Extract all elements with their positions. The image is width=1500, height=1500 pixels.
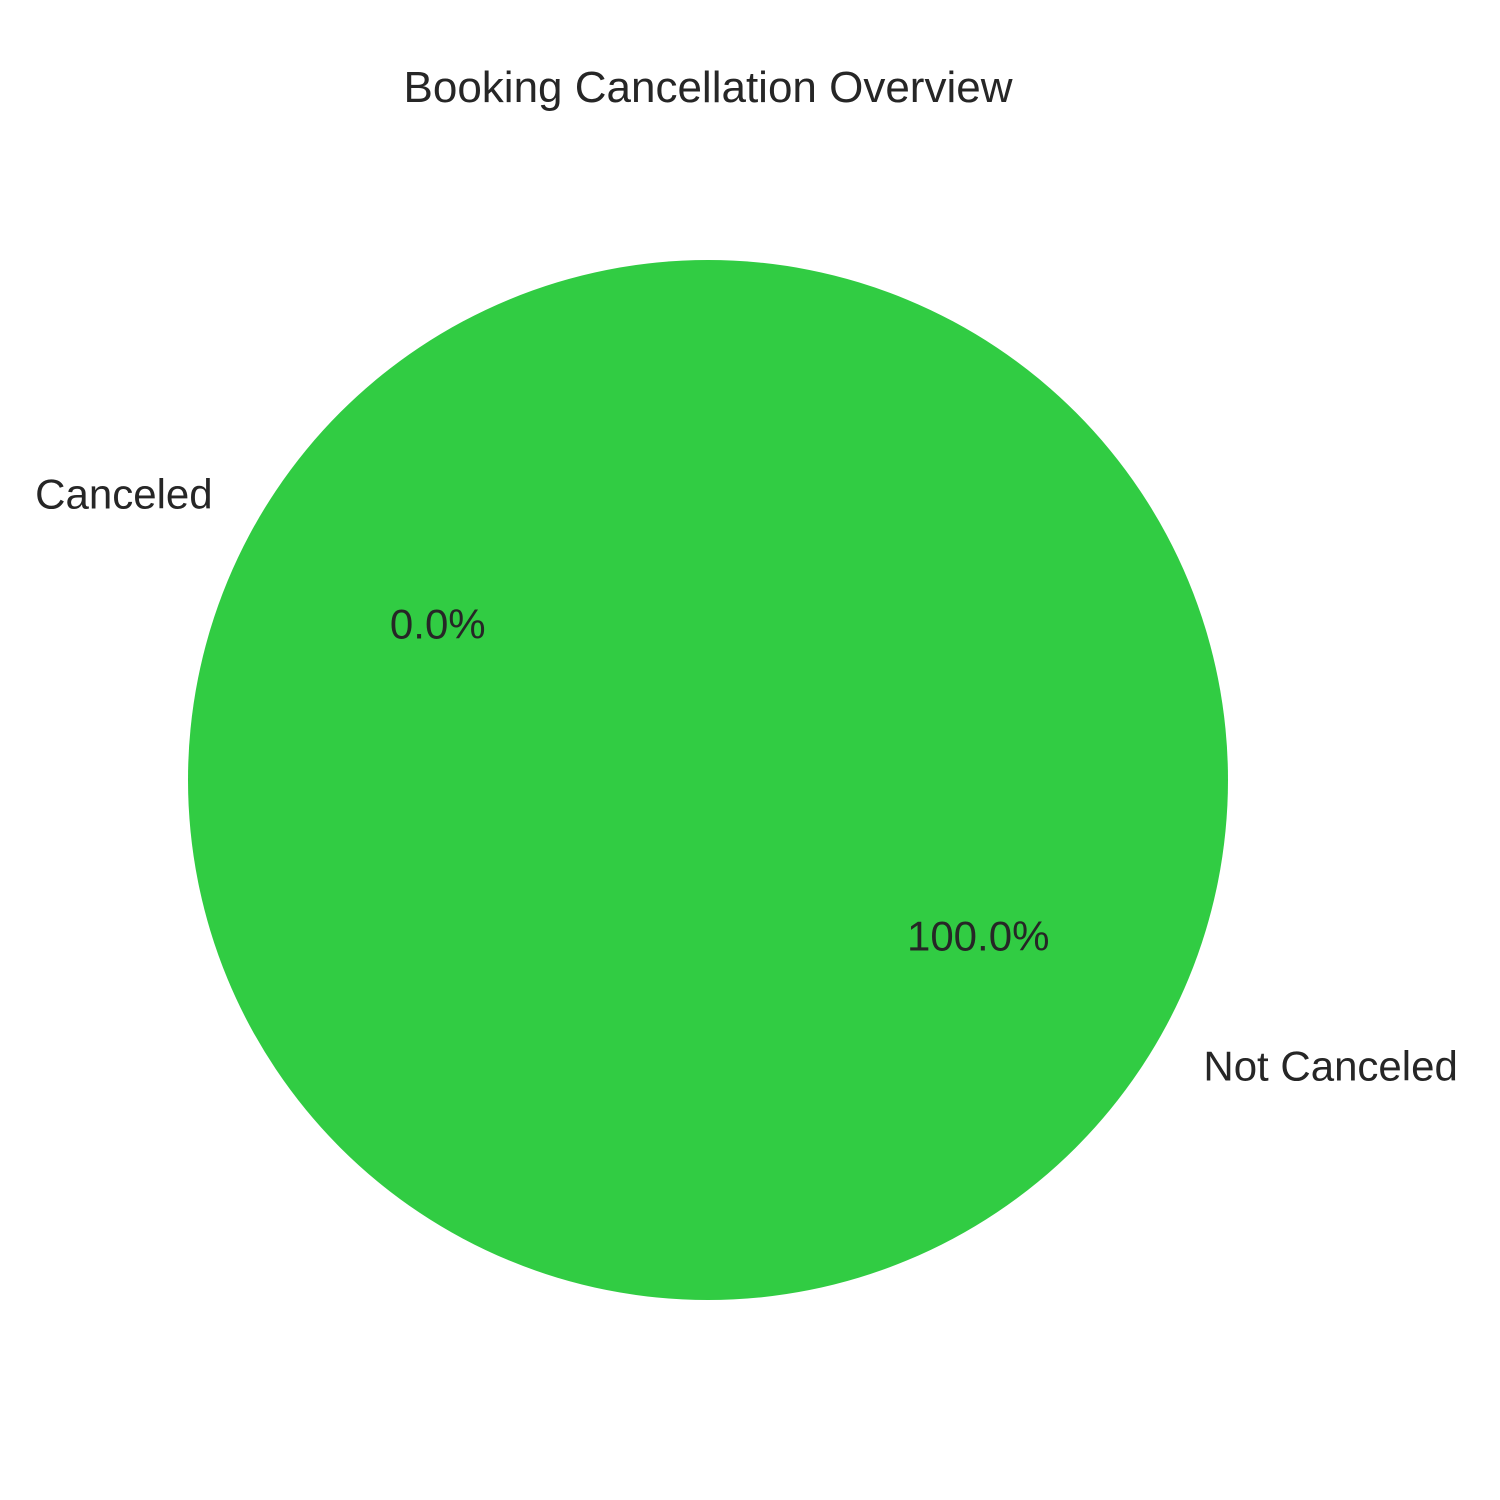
percent-label-canceled: 0.0% [390, 601, 486, 648]
pie-slices [188, 260, 1228, 1300]
pie-slice-not-canceled [188, 260, 1228, 1300]
slice-label-not-canceled: Not Canceled [1203, 1043, 1457, 1090]
percent-label-not-canceled: 100.0% [907, 913, 1049, 960]
pie-labels: Canceled 0.0% Not Canceled 100.0% [35, 471, 1458, 1090]
slice-label-canceled: Canceled [35, 471, 212, 518]
chart-title: Booking Cancellation Overview [404, 63, 1013, 112]
